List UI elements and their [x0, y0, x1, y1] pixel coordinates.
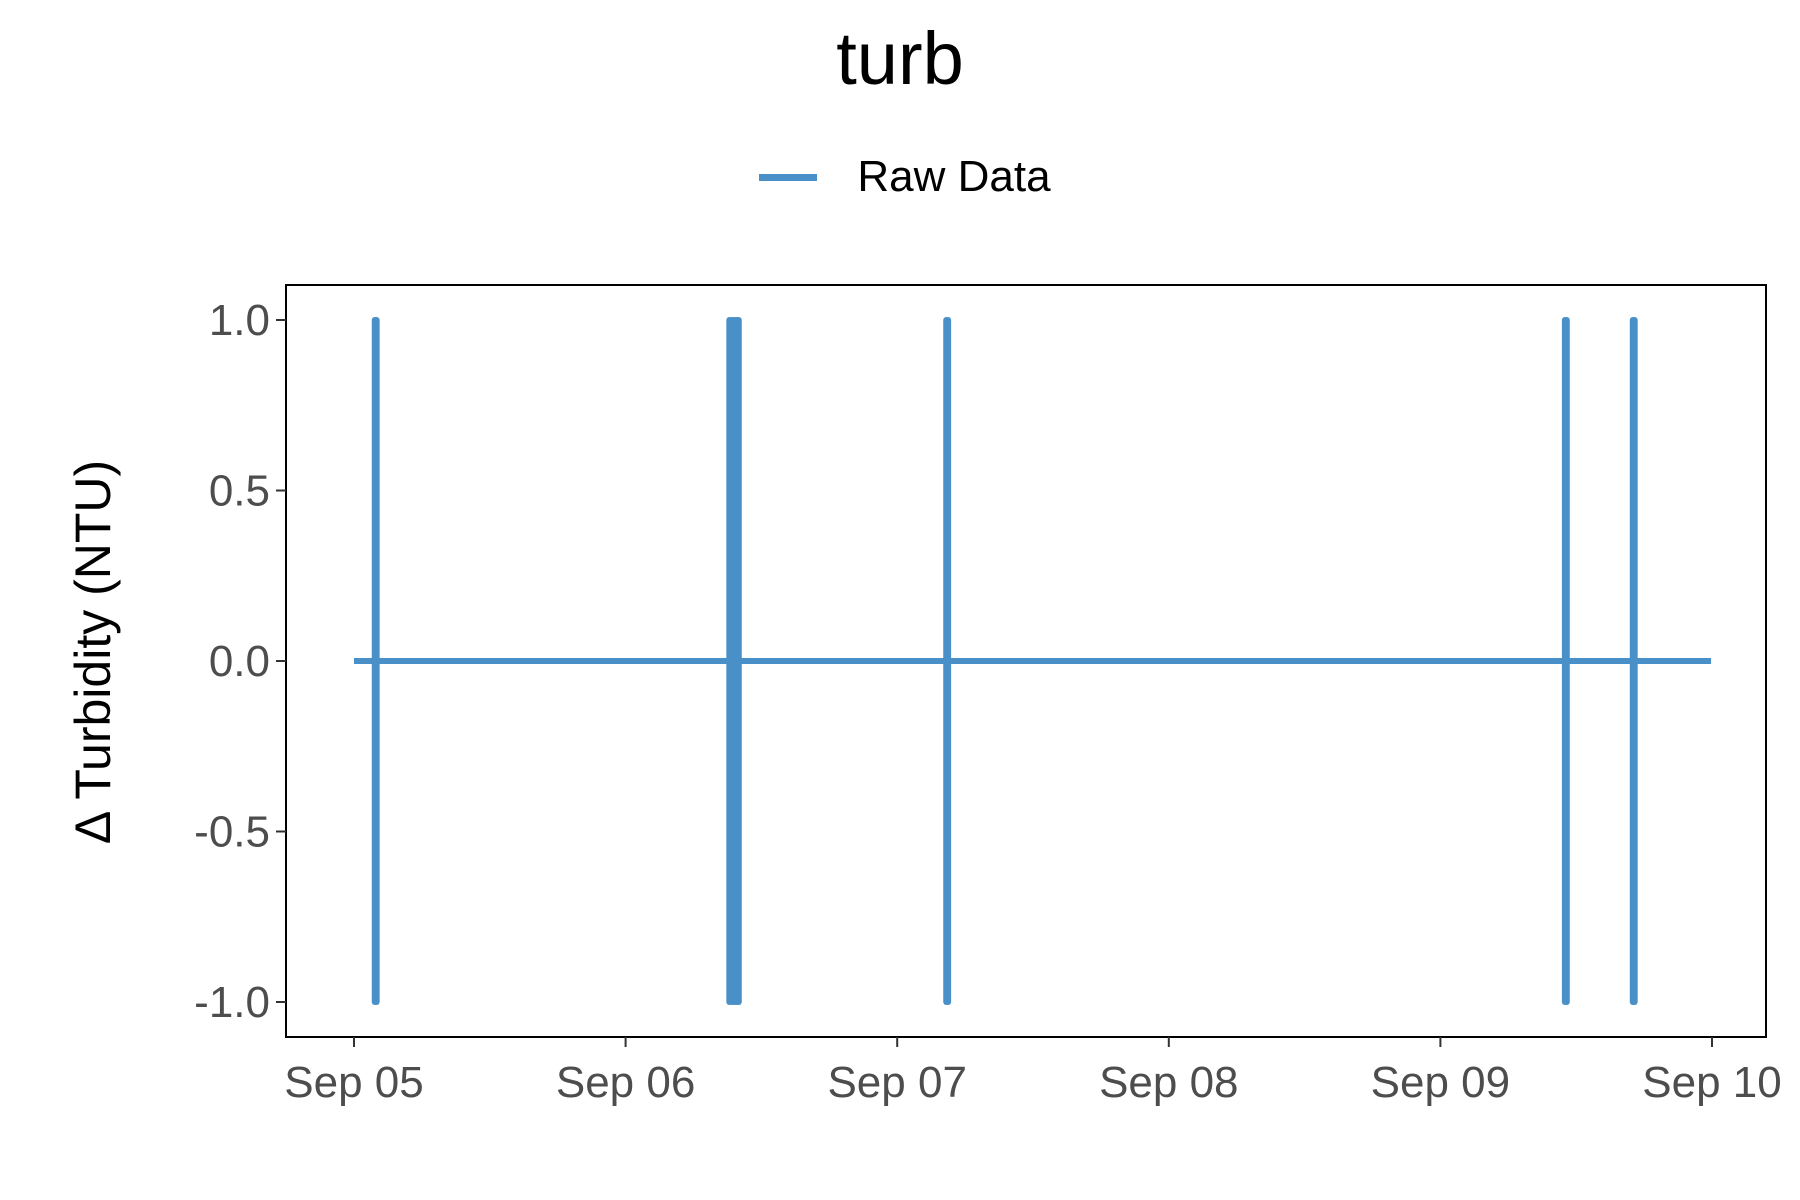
x-tick-label: Sep 08	[1099, 1058, 1238, 1107]
x-tick-label: Sep 07	[827, 1058, 966, 1107]
x-axis: Sep 05 Sep 06 Sep 07 Sep 08 Sep 09 Sep 10	[284, 1037, 1782, 1107]
x-tick-label: Sep 06	[556, 1058, 695, 1107]
y-axis: -1.0 -0.5 0.0 0.5 1.0	[194, 296, 286, 1027]
y-tick-label: -1.0	[194, 978, 270, 1027]
y-axis-title: Δ Turbidity (NTU)	[65, 460, 121, 844]
legend: Raw Data	[0, 152, 1800, 202]
x-tick-label: Sep 09	[1371, 1058, 1510, 1107]
y-tick-label: 0.0	[209, 637, 270, 686]
x-tick-label: Sep 05	[284, 1058, 423, 1107]
chart-title: turb	[836, 17, 964, 100]
data-layer	[354, 317, 1712, 1005]
x-tick-label: Sep 10	[1642, 1058, 1781, 1107]
y-tick-label: 1.0	[209, 296, 270, 345]
legend-swatch	[759, 173, 818, 181]
y-tick-label: 0.5	[209, 467, 270, 516]
legend-label: Raw Data	[857, 152, 1051, 201]
y-tick-label: -0.5	[194, 808, 270, 857]
